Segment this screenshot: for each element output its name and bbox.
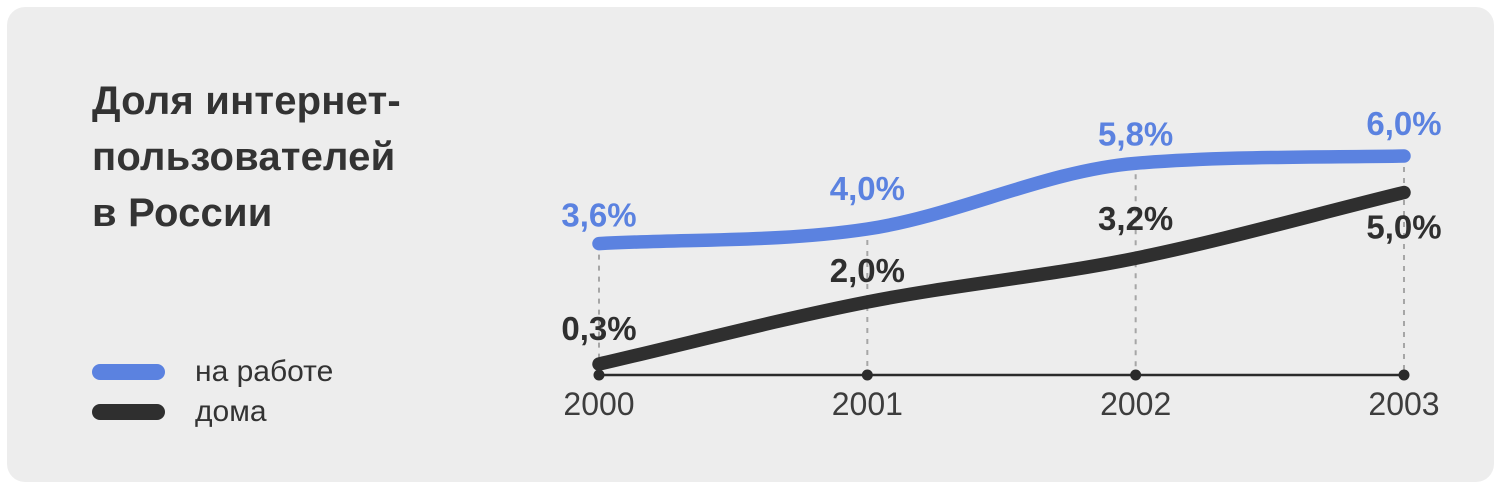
value-label-work-2001: 4,0% <box>830 170 905 207</box>
year-label-2001: 2001 <box>832 386 903 422</box>
legend-swatch-work-icon <box>92 364 165 380</box>
line-home <box>592 185 1411 371</box>
legend-label-work: на работе <box>195 355 334 388</box>
chart-title: Доля интернет- пользователей в России <box>92 73 401 241</box>
title-line-3: в России <box>92 191 273 235</box>
title-line-1: Доля интернет- <box>92 79 401 123</box>
value-label-work-2002: 5,8% <box>1098 115 1173 152</box>
legend-label-home: дома <box>195 395 267 428</box>
value-label-home-2002: 3,2% <box>1098 200 1173 237</box>
legend-item-work: на работе <box>92 355 333 389</box>
legend-item-home: дома <box>92 395 333 429</box>
value-label-home-2003: 5,0% <box>1366 209 1441 246</box>
axis-dot-2000 <box>593 369 605 381</box>
value-label-work-2000: 3,6% <box>561 197 636 234</box>
title-line-2: пользователей <box>92 135 396 179</box>
value-label-home-2001: 2,0% <box>830 252 905 289</box>
legend: на работе дома <box>92 355 333 429</box>
line-chart: 3,6% 4,0% 5,8% 6,0% 0,3% 2,0% 3,2% 5,0% 2000 2001… <box>561 105 1441 422</box>
year-label-2003: 2003 <box>1368 386 1439 422</box>
axis-dot-2003 <box>1398 369 1410 381</box>
chart-card: Доля интернет- пользователей в России 3,… <box>7 7 1494 482</box>
value-label-home-2000: 0,3% <box>561 310 636 347</box>
axis-dot-2001 <box>861 369 873 381</box>
axis-dot-2002 <box>1130 369 1142 381</box>
year-label-2002: 2002 <box>1100 386 1171 422</box>
year-label-2000: 2000 <box>563 386 634 422</box>
line-work <box>592 149 1411 251</box>
legend-swatch-home-icon <box>92 404 165 420</box>
value-label-work-2003: 6,0% <box>1366 105 1441 142</box>
